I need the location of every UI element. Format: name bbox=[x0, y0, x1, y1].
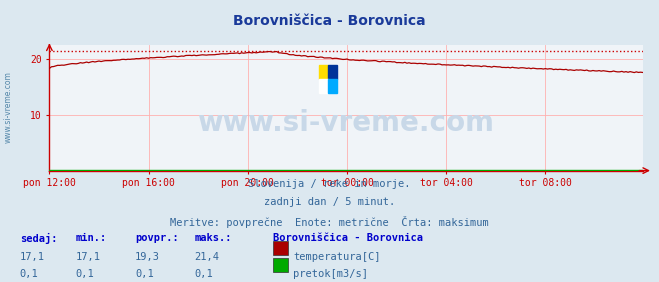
Text: povpr.:: povpr.: bbox=[135, 233, 179, 243]
Text: Borovniščica - Borovnica: Borovniščica - Borovnica bbox=[233, 14, 426, 28]
Text: pretok[m3/s]: pretok[m3/s] bbox=[293, 269, 368, 279]
Text: www.si-vreme.com: www.si-vreme.com bbox=[198, 109, 494, 137]
Text: 17,1: 17,1 bbox=[20, 252, 45, 262]
Text: min.:: min.: bbox=[76, 233, 107, 243]
Text: 0,1: 0,1 bbox=[194, 269, 213, 279]
Text: Meritve: povprečne  Enote: metrične  Črta: maksimum: Meritve: povprečne Enote: metrične Črta:… bbox=[170, 216, 489, 228]
Bar bbox=[328, 65, 337, 79]
Text: Slovenija / reke in morje.: Slovenija / reke in morje. bbox=[248, 179, 411, 189]
Text: 21,4: 21,4 bbox=[194, 252, 219, 262]
Text: zadnji dan / 5 minut.: zadnji dan / 5 minut. bbox=[264, 197, 395, 207]
Bar bbox=[320, 79, 328, 93]
Text: 0,1: 0,1 bbox=[76, 269, 94, 279]
Text: 17,1: 17,1 bbox=[76, 252, 101, 262]
Text: sedaj:: sedaj: bbox=[20, 233, 57, 244]
Text: Borovniščica - Borovnica: Borovniščica - Borovnica bbox=[273, 233, 424, 243]
Text: 19,3: 19,3 bbox=[135, 252, 160, 262]
Text: maks.:: maks.: bbox=[194, 233, 232, 243]
Text: 0,1: 0,1 bbox=[20, 269, 38, 279]
Text: 0,1: 0,1 bbox=[135, 269, 154, 279]
Bar bbox=[328, 79, 337, 93]
Text: www.si-vreme.com: www.si-vreme.com bbox=[3, 71, 13, 143]
Text: temperatura[C]: temperatura[C] bbox=[293, 252, 381, 262]
Bar bbox=[320, 65, 328, 79]
